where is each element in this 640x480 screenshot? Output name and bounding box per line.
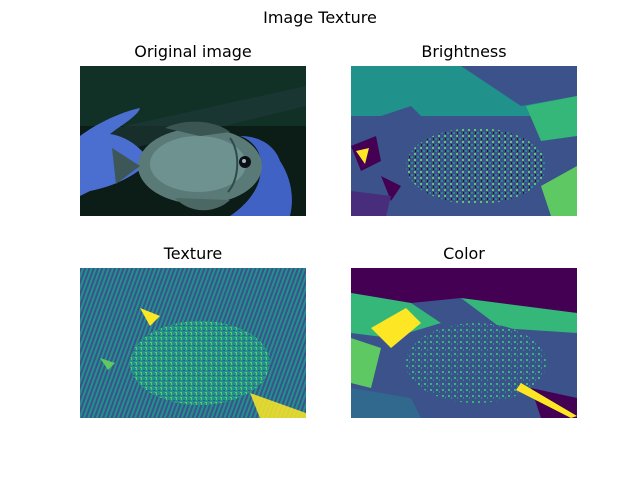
original-image: [80, 66, 306, 216]
color-map: [351, 268, 577, 418]
panel-title-brightness: Brightness: [421, 42, 507, 61]
texture-map: [80, 268, 306, 418]
panel-title-texture: Texture: [163, 244, 223, 263]
figure-title: Image Texture: [263, 8, 377, 27]
panel-title-color: Color: [443, 244, 485, 263]
brightness-map: [351, 66, 577, 216]
panel-title-original: Original image: [134, 42, 252, 61]
